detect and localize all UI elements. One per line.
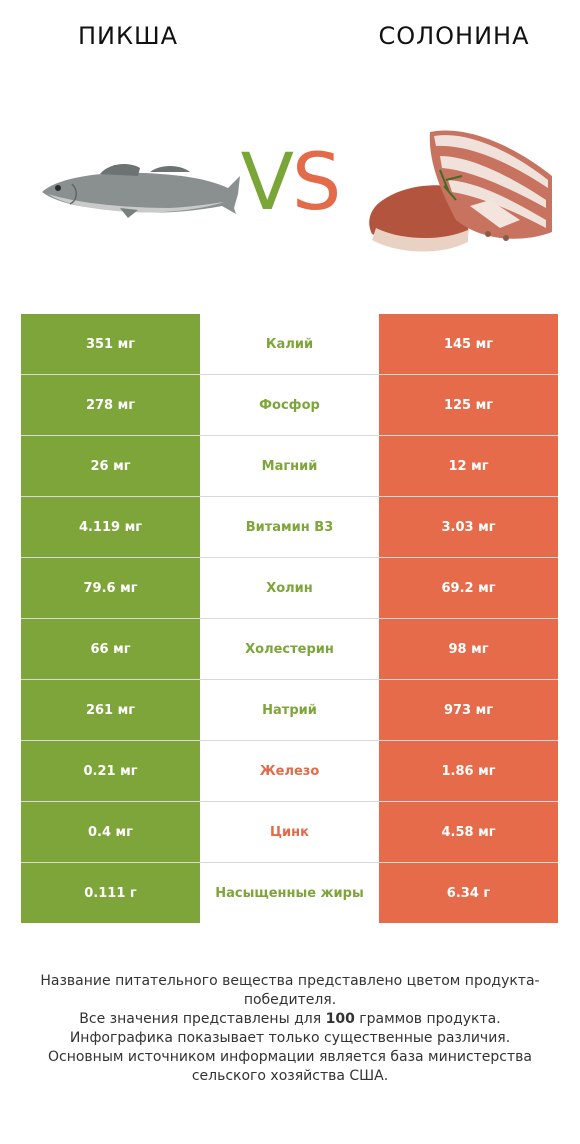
table-row: 4.119 мг Витамин B3 3.03 мг: [21, 497, 558, 558]
nutrient-name-cell: Цинк: [200, 802, 379, 862]
left-value-cell: 0.4 мг: [21, 802, 200, 862]
vs-label: VS: [240, 138, 342, 228]
left-value-cell: 79.6 мг: [21, 558, 200, 618]
table-row: 0.111 г Насыщенные жиры 6.34 г: [21, 863, 558, 923]
table-row: 261 мг Натрий 973 мг: [21, 680, 558, 741]
right-value-cell: 125 мг: [379, 375, 558, 435]
left-product-title: ПИКША: [77, 22, 179, 50]
right-product-title: СОЛОНИНА: [378, 22, 530, 50]
footer-line-4: Основным источником информации является …: [48, 1049, 532, 1084]
right-value-cell: 3.03 мг: [379, 497, 558, 557]
footer-notes: Название питательного вещества представл…: [10, 972, 570, 1086]
hero-illustration: [42, 130, 552, 252]
right-value-cell: 1.86 мг: [379, 741, 558, 801]
table-row: 79.6 мг Холин 69.2 мг: [21, 558, 558, 619]
nutrient-name-cell: Калий: [200, 314, 379, 374]
left-value-cell: 278 мг: [21, 375, 200, 435]
right-value-cell: 145 мг: [379, 314, 558, 374]
nutrient-name-cell: Железо: [200, 741, 379, 801]
right-value-cell: 69.2 мг: [379, 558, 558, 618]
table-row: 278 мг Фосфор 125 мг: [21, 375, 558, 436]
right-value-cell: 98 мг: [379, 619, 558, 679]
table-row: 66 мг Холестерин 98 мг: [21, 619, 558, 680]
left-value-cell: 0.21 мг: [21, 741, 200, 801]
right-value-cell: 4.58 мг: [379, 802, 558, 862]
salted-pork-image: [369, 130, 552, 252]
right-value-cell: 973 мг: [379, 680, 558, 740]
left-value-cell: 261 мг: [21, 680, 200, 740]
right-value-cell: 6.34 г: [379, 863, 558, 923]
left-value-cell: 26 мг: [21, 436, 200, 496]
nutrient-name-cell: Насыщенные жиры: [200, 863, 379, 923]
nutrient-name-cell: Магний: [200, 436, 379, 496]
table-row: 0.21 мг Железо 1.86 мг: [21, 741, 558, 802]
nutrient-name-cell: Фосфор: [200, 375, 379, 435]
left-value-cell: 0.111 г: [21, 863, 200, 923]
table-row: 351 мг Калий 145 мг: [21, 314, 558, 375]
haddock-fish-image: [42, 164, 240, 218]
left-value-cell: 4.119 мг: [21, 497, 200, 557]
table-row: 26 мг Магний 12 мг: [21, 436, 558, 497]
footer-line-1: Название питательного вещества представл…: [40, 973, 540, 1008]
nutrient-name-cell: Холестерин: [200, 619, 379, 679]
footer-line-3: Инфографика показывает только существенн…: [69, 1030, 511, 1046]
nutrient-name-cell: Холин: [200, 558, 379, 618]
comparison-table: 351 мг Калий 145 мг 278 мг Фосфор 125 мг 26 мг…: [21, 314, 558, 923]
table-row: 0.4 мг Цинк 4.58 мг: [21, 802, 558, 863]
nutrient-name-cell: Натрий: [200, 680, 379, 740]
left-value-cell: 351 мг: [21, 314, 200, 374]
left-value-cell: 66 мг: [21, 619, 200, 679]
footer-line-2: Все значения представлены для 100 граммо…: [79, 1011, 501, 1027]
right-value-cell: 12 мг: [379, 436, 558, 496]
nutrient-name-cell: Витамин B3: [200, 497, 379, 557]
